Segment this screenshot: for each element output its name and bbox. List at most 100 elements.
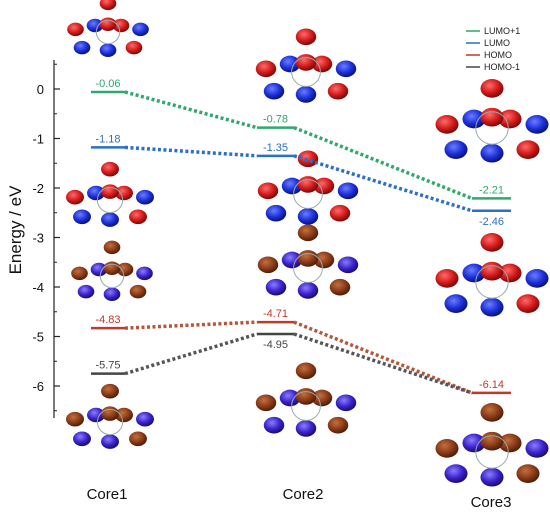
core-label: Core3 [471,494,512,511]
orbital-lobe [99,17,117,31]
orbital-lobe [311,55,333,73]
y-tick-label: -2 [32,181,44,196]
legend-entry: LUMO+1 [484,26,520,36]
orbital-lobe [87,407,105,423]
orbital-lobe [525,439,549,458]
orbital-lobe [101,406,119,421]
orbital-lobe [444,294,468,313]
y-tick-label: -6 [32,379,44,394]
orbital-lobe [295,28,317,46]
legend-entry: HOMO-1 [484,62,520,72]
orbital-lobe [136,189,154,205]
orbital-picture [67,0,149,57]
molecule-skeleton [99,263,125,289]
orbital-lobe [462,109,486,129]
orbital-lobe [279,389,301,407]
y-tick-label: -1 [32,132,44,147]
orbital-lobe [297,282,319,299]
value-label: -1.35 [263,142,288,154]
connector-homo-1 [293,332,473,395]
y-axis: 0 -1 -2 -3 -4 -5 -6 [32,60,60,418]
orbital-lobe [67,22,84,37]
orbital-lobe [129,209,147,225]
connector-lumo [124,145,258,158]
orbital-lobe [295,388,317,405]
orbital-lobe [337,256,359,274]
molecule-skeleton [293,179,323,209]
value-label: -1.18 [95,133,120,145]
legend-entry: LUMO [484,38,510,48]
orbital-lobe [498,109,522,129]
orbital-picture [435,403,549,487]
molecule-skeleton [475,265,509,299]
orbital-lobe [311,389,333,407]
orbital-lobe [129,284,147,299]
orbital-lobe [279,55,301,73]
value-label: -5.75 [95,360,120,372]
orbital-lobe [103,287,121,301]
orbital-lobe [313,251,335,269]
orbital-lobe [435,269,459,288]
molecule-skeleton [96,186,124,214]
orbital-lobe [103,261,121,275]
orbital-lobe [101,161,119,177]
orbital-lobe [297,224,319,242]
molecule-skeleton [96,408,124,436]
orbital-lobe [87,185,105,201]
orbital-lobe [115,407,133,423]
orbital-lobe [257,256,279,274]
orbital-picture [66,383,154,449]
orbital-lobe [295,86,317,103]
orbital-lobe [516,294,540,313]
core-label: Core2 [283,486,324,503]
orbital-lobe [99,43,117,57]
orbital-lobe [90,262,108,277]
orbital-lobe [335,394,357,412]
orbital-lobe [480,467,504,487]
orbital-lobe [295,420,317,437]
orbital-lobe [129,431,147,447]
orbital-lobe [297,208,319,225]
orbital-lobe [480,297,504,317]
orbital-picture [255,28,357,103]
orbital-lobe [116,262,134,277]
orbital-lobe [86,18,104,33]
molecule-skeleton [95,19,121,45]
y-tick-label: -3 [32,231,44,246]
orbital-lobe [265,278,287,296]
orbital-lobe [516,464,540,483]
orbital-picture [71,240,153,301]
core-label: Core1 [87,486,128,503]
orbital-lobe [525,269,549,288]
orbital-lobe [480,431,504,451]
orbital-lobe [132,22,149,37]
energy-levels: -0.06 -0.78 -2.21 -1.18 -1.35 -2.46 -4.83 -4.71… [91,78,511,395]
orbital-lobe [263,416,285,434]
orbital-lobe [66,189,84,205]
y-tick-label: -5 [32,330,44,345]
connector-lumo+1 [124,90,258,130]
orbital-lobe [327,416,349,434]
orbital-lobe [498,433,522,453]
orbital-lobe [255,394,277,412]
molecule-skeleton [475,111,509,145]
orbital-picture [435,233,549,317]
orbital-lobe [255,60,277,78]
orbital-lobe [281,177,303,195]
molecule-skeleton [293,253,323,283]
orbital-lobe [103,240,121,255]
orbital-picture [257,150,359,225]
orbital-lobe [101,184,119,199]
connector-homo [293,320,473,395]
orbital-lobe [498,263,522,283]
value-label: -4.95 [263,339,288,351]
orbital-lobe [73,431,91,447]
y-tick-label: 0 [37,82,44,97]
orbital-lobe [329,204,351,222]
orbital-images [66,0,549,487]
orbital-lobe [335,60,357,78]
orbital-lobe [480,143,504,163]
value-label: -6.14 [479,379,504,391]
orbital-lobe [295,362,317,380]
